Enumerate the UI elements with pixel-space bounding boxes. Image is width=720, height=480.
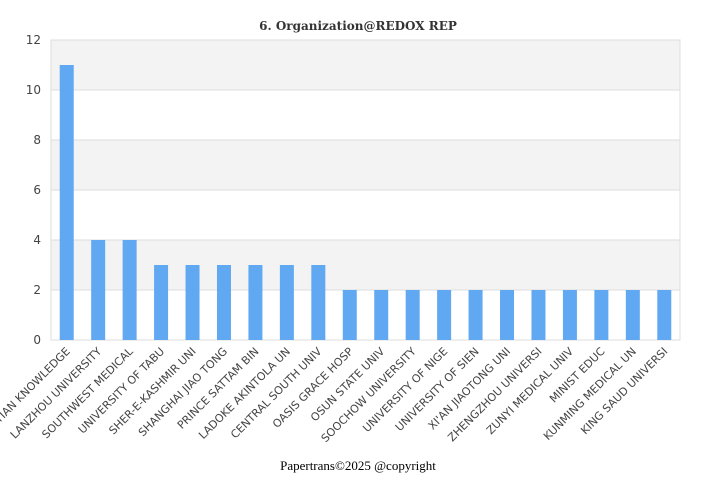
- bar: [311, 265, 326, 340]
- y-tick-label: 6: [33, 183, 41, 197]
- bar: [216, 265, 231, 340]
- y-tick-label: 10: [26, 83, 41, 97]
- chart-title: 6. Organization@REDOX REP: [259, 19, 457, 33]
- bar: [437, 290, 452, 340]
- y-tick-label: 0: [33, 333, 41, 347]
- bar: [342, 290, 357, 340]
- grid-band: [51, 140, 680, 190]
- bar: [248, 265, 263, 340]
- footer-copyright: Papertrans©2025 @copyright: [280, 458, 436, 473]
- bar: [625, 290, 640, 340]
- bar: [185, 265, 200, 340]
- grid-band: [51, 240, 680, 290]
- bar: [122, 240, 137, 340]
- bar: [562, 290, 577, 340]
- bar: [374, 290, 389, 340]
- y-tick-label: 12: [26, 33, 41, 47]
- bar: [91, 240, 106, 340]
- bar: [500, 290, 515, 340]
- y-tick-label: 8: [33, 133, 41, 147]
- y-tick-label: 2: [33, 283, 41, 297]
- bar: [657, 290, 672, 340]
- bar: [154, 265, 169, 340]
- bar: [468, 290, 483, 340]
- bar: [405, 290, 420, 340]
- bar: [531, 290, 546, 340]
- y-tick-label: 4: [33, 233, 41, 247]
- bar: [279, 265, 294, 340]
- plot-border: [50, 39, 681, 341]
- grid-band: [51, 40, 680, 90]
- bar: [594, 290, 609, 340]
- bar: [59, 65, 74, 340]
